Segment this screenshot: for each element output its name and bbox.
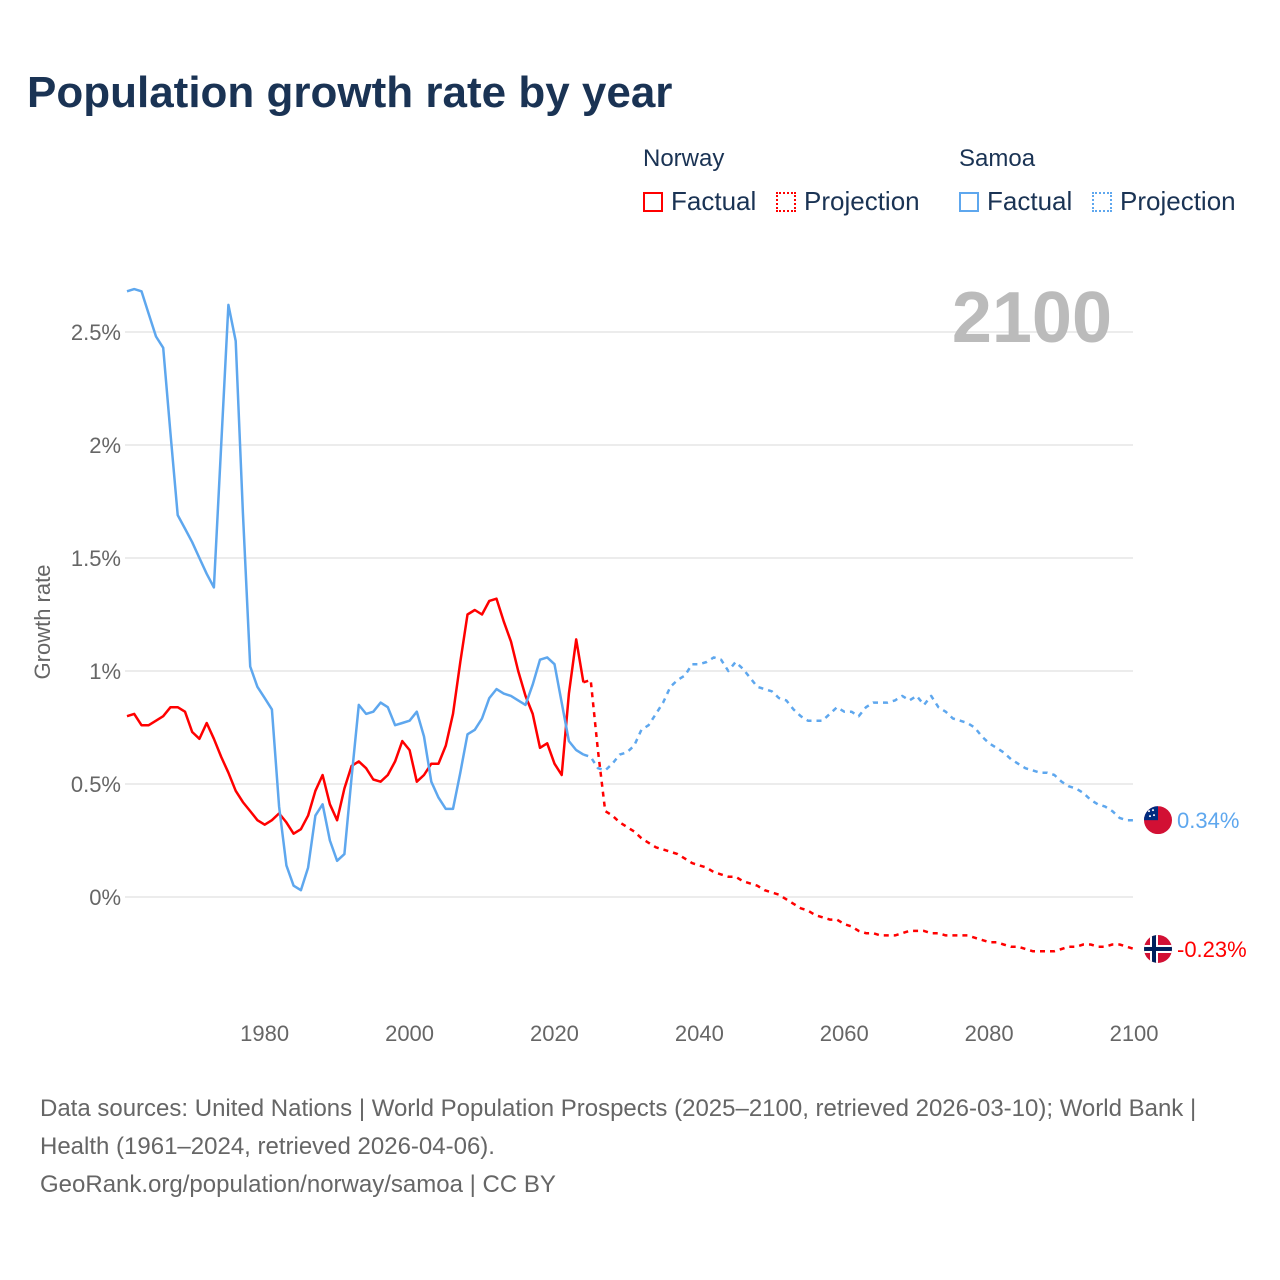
line-chart: 0% 0.5% 1% 1.5% 2% 2.5% 1980 2000 2020 2040 2060 20… bbox=[30, 278, 1247, 1046]
series-line-norway-projection bbox=[583, 678, 1135, 953]
x-tick-label: 2100 bbox=[1110, 1021, 1159, 1046]
series-line-norway-factual bbox=[126, 597, 585, 835]
legend-samoa-factual[interactable]: Factual bbox=[959, 186, 1072, 217]
y-tick-label: 1% bbox=[89, 659, 121, 684]
x-tick-label: 1980 bbox=[240, 1021, 289, 1046]
y-tick-label: 2% bbox=[89, 433, 121, 458]
legend-label: Factual bbox=[987, 186, 1073, 216]
norway-flag-icon bbox=[1144, 934, 1172, 963]
legend-label: Factual bbox=[671, 186, 757, 216]
source-link[interactable]: GeoRank.org/population/norway/samoa | CC… bbox=[40, 1171, 556, 1198]
x-tick-label: 2080 bbox=[965, 1021, 1014, 1046]
legend-swatch-solid bbox=[643, 191, 663, 212]
y-tick-label: 1.5% bbox=[71, 546, 121, 571]
legend-label: Projection bbox=[1120, 186, 1236, 216]
y-tick-label: 0% bbox=[89, 885, 121, 910]
x-tick-label: 2020 bbox=[530, 1021, 579, 1046]
chart-title: Population growth rate by year bbox=[27, 68, 673, 117]
year-watermark: 2100 bbox=[952, 278, 1112, 358]
legend-swatch-dotted bbox=[776, 191, 796, 212]
end-value-label: -0.23% bbox=[1177, 937, 1247, 962]
series-line-samoa-projection bbox=[583, 656, 1135, 822]
y-tick-label: 0.5% bbox=[71, 772, 121, 797]
legend-norway-factual[interactable]: Factual bbox=[643, 186, 756, 217]
legend-swatch-solid bbox=[959, 191, 979, 212]
y-tick-label: 2.5% bbox=[71, 320, 121, 345]
samoa-flag-icon bbox=[1144, 806, 1172, 835]
legend-samoa-projection[interactable]: Projection bbox=[1092, 186, 1236, 217]
legend-samoa-heading: Samoa bbox=[959, 145, 1036, 172]
x-tick-label: 2040 bbox=[675, 1021, 724, 1046]
series-line-samoa-factual bbox=[126, 287, 585, 892]
y-axis-label: Growth rate bbox=[30, 565, 55, 680]
end-value-label: 0.34% bbox=[1177, 808, 1239, 833]
legend-label: Projection bbox=[804, 186, 920, 216]
legend-norway-heading: Norway bbox=[643, 145, 725, 172]
x-tick-label: 2060 bbox=[820, 1021, 869, 1046]
x-tick-label: 2000 bbox=[385, 1021, 434, 1046]
legend-swatch-dotted bbox=[1092, 191, 1112, 212]
footer: Data sources: United Nations | World Pop… bbox=[40, 1090, 1240, 1204]
legend-norway-projection[interactable]: Projection bbox=[776, 186, 920, 217]
data-sources: Data sources: United Nations | World Pop… bbox=[40, 1095, 1197, 1160]
